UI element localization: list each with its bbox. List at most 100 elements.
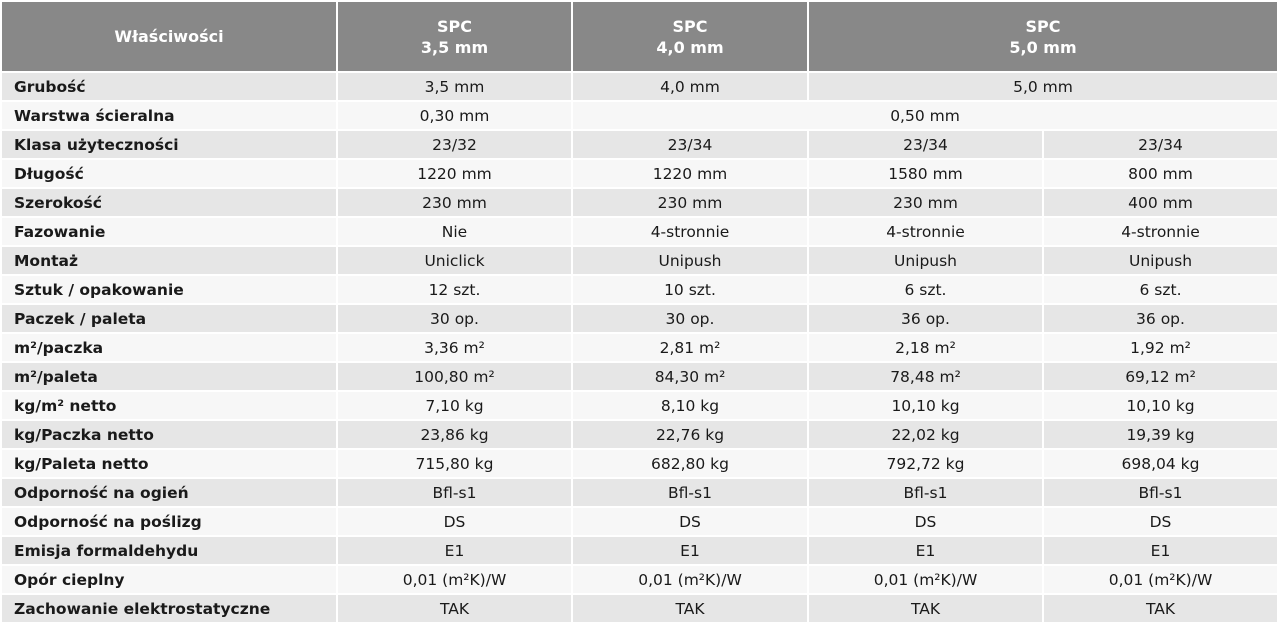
cell-value: 682,80 kg <box>571 448 809 479</box>
cell-value: 23/34 <box>571 129 809 160</box>
header-row: Właściwości SPC 3,5 mm SPC 4,0 mm SPC 5,… <box>0 0 1277 73</box>
cell-value: 1220 mm <box>571 158 809 189</box>
cell-value: Bfl-s1 <box>807 477 1044 508</box>
cell-value: 230 mm <box>807 187 1044 218</box>
cell-value: Bfl-s1 <box>1041 477 1277 508</box>
table-row: kg/Paczka netto 23,86 kg 22,76 kg 22,02 … <box>0 419 1277 450</box>
table-row: Odporność na poślizg DS DS DS DS <box>0 506 1277 537</box>
cell-value: 3,5 mm <box>336 71 573 102</box>
cell-value: 1,92 m² <box>1041 332 1277 363</box>
header-line: SPC <box>437 16 472 36</box>
cell-value: E1 <box>336 535 573 566</box>
row-label: m²/paleta <box>0 361 338 392</box>
table-row: Zachowanie elektrostatyczne TAK TAK TAK … <box>0 593 1277 624</box>
cell-value: DS <box>1041 506 1277 537</box>
header-line: 3,5 mm <box>420 37 489 57</box>
cell-value: 30 op. <box>336 303 573 334</box>
cell-value: 23/34 <box>807 129 1044 160</box>
cell-value: Unipush <box>571 245 809 276</box>
cell-value: 8,10 kg <box>571 390 809 421</box>
cell-value: DS <box>571 506 809 537</box>
cell-value: E1 <box>807 535 1044 566</box>
cell-value: 19,39 kg <box>1041 419 1277 450</box>
header-line: SPC <box>672 16 708 36</box>
cell-value: 0,30 mm <box>336 100 573 131</box>
table-row: Sztuk / opakowanie 12 szt. 10 szt. 6 szt… <box>0 274 1277 305</box>
cell-value: 3,36 m² <box>336 332 573 363</box>
cell-value: 400 mm <box>1041 187 1277 218</box>
cell-value: 84,30 m² <box>571 361 809 392</box>
cell-value: 10,10 kg <box>1041 390 1277 421</box>
cell-value: 698,04 kg <box>1041 448 1277 479</box>
table-row: Warstwa ścieralna 0,30 mm 0,50 mm <box>0 100 1277 131</box>
header-spc-4-0: SPC 4,0 mm <box>571 0 809 73</box>
cell-value: 36 op. <box>1041 303 1277 334</box>
cell-value: 36 op. <box>807 303 1044 334</box>
cell-value: 5,0 mm <box>806 71 1277 102</box>
table-row: Klasa użyteczności 23/32 23/34 23/34 23/… <box>0 129 1277 160</box>
cell-value: 23/32 <box>336 129 573 160</box>
cell-value: 0,01 (m²K)/W <box>571 564 809 595</box>
table-row: m²/paleta 100,80 m² 84,30 m² 78,48 m² 69… <box>0 361 1277 392</box>
header-line: 4,0 mm <box>656 37 724 57</box>
cell-value: 0,01 (m²K)/W <box>1041 564 1277 595</box>
table-row: kg/m² netto 7,10 kg 8,10 kg 10,10 kg 10,… <box>0 390 1277 421</box>
cell-value: 2,81 m² <box>571 332 809 363</box>
row-label: Odporność na poślizg <box>0 506 338 537</box>
cell-value: 0,50 mm <box>570 100 1277 131</box>
row-label: Długość <box>0 158 338 189</box>
cell-value: 230 mm <box>571 187 809 218</box>
row-label: Fazowanie <box>0 216 338 247</box>
cell-value: 69,12 m² <box>1041 361 1277 392</box>
cell-value: 800 mm <box>1041 158 1277 189</box>
row-label: Emisja formaldehydu <box>0 535 338 566</box>
cell-value: 4-stronnie <box>807 216 1044 247</box>
table-row: Długość 1220 mm 1220 mm 1580 mm 800 mm <box>0 158 1277 189</box>
cell-value: E1 <box>1041 535 1277 566</box>
table-row: Odporność na ogień Bfl-s1 Bfl-s1 Bfl-s1 … <box>0 477 1277 508</box>
table-row: Grubość 3,5 mm 4,0 mm 5,0 mm <box>0 71 1277 102</box>
cell-value: 12 szt. <box>336 274 573 305</box>
table-row: Fazowanie Nie 4-stronnie 4-stronnie 4-st… <box>0 216 1277 247</box>
cell-value: 2,18 m² <box>807 332 1044 363</box>
row-label: kg/m² netto <box>0 390 338 421</box>
cell-value: 23/34 <box>1041 129 1277 160</box>
table-row: Emisja formaldehydu E1 E1 E1 E1 <box>0 535 1277 566</box>
table-row: Montaż Uniclick Unipush Unipush Unipush <box>0 245 1277 276</box>
table-row: Szerokość 230 mm 230 mm 230 mm 400 mm <box>0 187 1277 218</box>
cell-value: 22,76 kg <box>571 419 809 450</box>
table-row: Paczek / paleta 30 op. 30 op. 36 op. 36 … <box>0 303 1277 334</box>
cell-value: 0,01 (m²K)/W <box>807 564 1044 595</box>
cell-value: E1 <box>571 535 809 566</box>
cell-value: Unipush <box>807 245 1044 276</box>
row-label: Warstwa ścieralna <box>0 100 338 131</box>
row-label: Sztuk / opakowanie <box>0 274 338 305</box>
cell-value: Bfl-s1 <box>571 477 809 508</box>
cell-value: Nie <box>336 216 573 247</box>
cell-value: 792,72 kg <box>807 448 1044 479</box>
cell-value: Unipush <box>1041 245 1277 276</box>
cell-value: 10,10 kg <box>807 390 1044 421</box>
cell-value: 78,48 m² <box>807 361 1044 392</box>
cell-value: 0,01 (m²K)/W <box>336 564 573 595</box>
cell-value: 22,02 kg <box>807 419 1044 450</box>
cell-value: 4-stronnie <box>571 216 809 247</box>
row-label: Opór cieplny <box>0 564 338 595</box>
cell-value: 7,10 kg <box>336 390 573 421</box>
cell-value: Bfl-s1 <box>336 477 573 508</box>
header-spc-5-0: SPC 5,0 mm <box>806 0 1277 73</box>
cell-value: TAK <box>807 593 1044 624</box>
cell-value: 6 szt. <box>807 274 1044 305</box>
row-label: Odporność na ogień <box>0 477 338 508</box>
cell-value: 30 op. <box>571 303 809 334</box>
table-row: kg/Paleta netto 715,80 kg 682,80 kg 792,… <box>0 448 1277 479</box>
table-row: Opór cieplny 0,01 (m²K)/W 0,01 (m²K)/W 0… <box>0 564 1277 595</box>
cell-value: DS <box>807 506 1044 537</box>
cell-value: TAK <box>336 593 573 624</box>
cell-value: 1220 mm <box>336 158 573 189</box>
cell-value: 4-stronnie <box>1041 216 1277 247</box>
row-label: Klasa użyteczności <box>0 129 338 160</box>
cell-value: 6 szt. <box>1041 274 1277 305</box>
row-label: Grubość <box>0 71 338 102</box>
